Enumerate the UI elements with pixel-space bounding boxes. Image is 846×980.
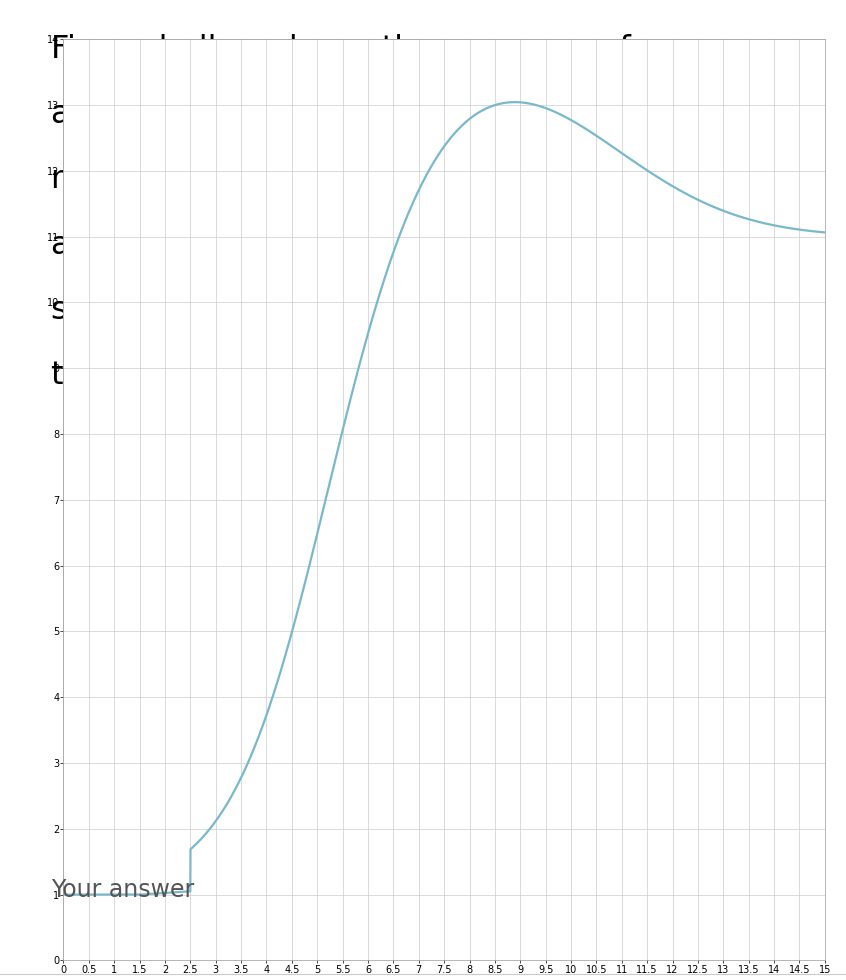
Text: magnitude of 15. The initial output is 1: magnitude of 15. The initial output is 1 bbox=[51, 165, 675, 195]
Text: a system for a step input with: a system for a step input with bbox=[51, 99, 530, 130]
Text: Figure bellow shows the response of: Figure bellow shows the response of bbox=[51, 33, 630, 65]
Text: the system is: the system is bbox=[51, 361, 275, 391]
Text: *: * bbox=[300, 361, 317, 391]
Text: sec. From this figure, the static gain of: sec. From this figure, the static gain o… bbox=[51, 295, 667, 326]
Text: and the input has been applied at 1.5: and the input has been applied at 1.5 bbox=[51, 229, 653, 261]
Text: Your answer: Your answer bbox=[51, 878, 194, 902]
